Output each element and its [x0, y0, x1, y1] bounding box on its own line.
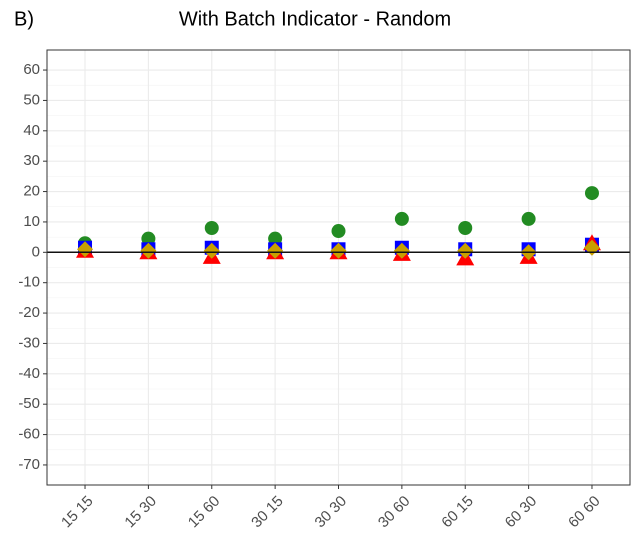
y-tick-label: -30: [18, 334, 40, 351]
y-tick-label: -70: [18, 456, 40, 473]
point: [393, 242, 410, 259]
x-tick-label: 15 15: [58, 493, 97, 532]
x-tick-label: 15 60: [185, 493, 224, 532]
chart-title: With Batch Indicator - Random: [179, 8, 451, 30]
x-tick-label: 30 60: [375, 493, 414, 532]
y-tick-label: 10: [23, 213, 40, 230]
y-tick-label: 30: [23, 152, 40, 169]
x-tick-label: 60 60: [565, 493, 604, 532]
point: [458, 221, 473, 236]
y-tick-label: 40: [23, 122, 40, 139]
y-tick-label: 50: [23, 91, 40, 108]
x-tick-label: 15 30: [121, 493, 160, 532]
y-tick-label: -40: [18, 365, 40, 382]
point: [267, 242, 284, 259]
point: [330, 242, 347, 259]
y-tick-label: -20: [18, 304, 40, 321]
panel-label: B): [14, 8, 34, 30]
point: [394, 211, 409, 226]
point: [457, 242, 474, 259]
y-tick-label: -10: [18, 274, 40, 291]
y-tick-label: -50: [18, 395, 40, 412]
point: [141, 231, 156, 246]
point: [140, 242, 157, 259]
point: [584, 186, 599, 201]
point: [203, 242, 220, 259]
point: [77, 241, 94, 258]
y-tick-label: 60: [23, 61, 40, 78]
point: [268, 231, 283, 246]
point: [521, 211, 536, 226]
point: [204, 221, 219, 236]
y-tick-label: 20: [23, 183, 40, 200]
y-tick-label: 0: [32, 243, 40, 260]
panel-border: [46, 49, 631, 486]
x-tick-label: 60 15: [438, 493, 477, 532]
point: [331, 224, 346, 239]
x-tick-label: 30 30: [312, 493, 351, 532]
y-tick-label: -60: [18, 426, 40, 443]
x-tick-label: 60 30: [502, 493, 541, 532]
x-tick-label: 30 15: [248, 493, 287, 532]
